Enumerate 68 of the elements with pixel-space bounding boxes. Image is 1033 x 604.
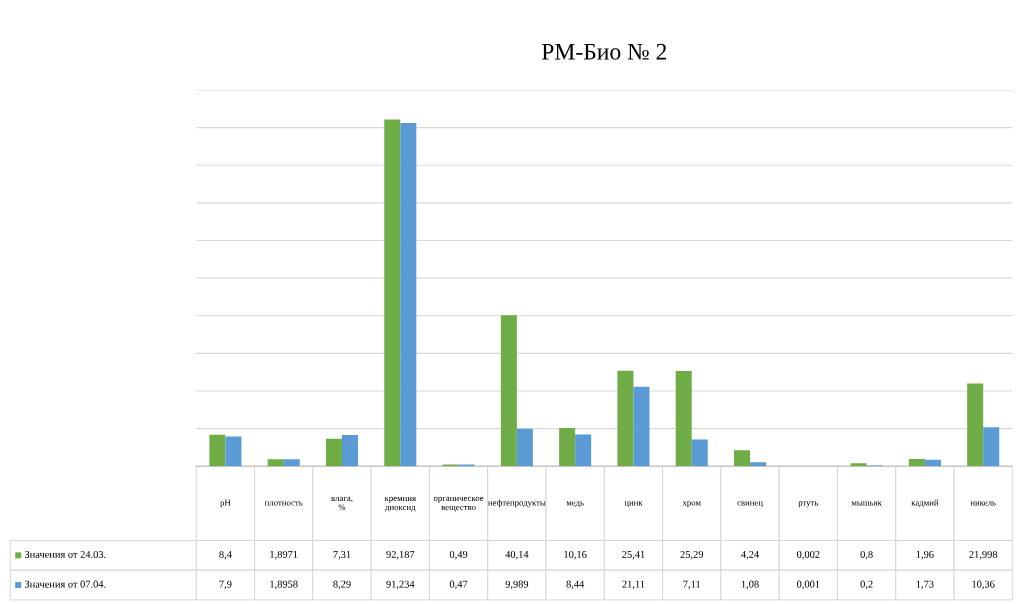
legend-label: Значения от 24.03. [24, 550, 106, 558]
bar [617, 370, 634, 467]
data-label: 4,24 [741, 550, 759, 560]
bar [325, 438, 342, 467]
x-tick-label: влага, % [331, 496, 353, 511]
data-label: 1,8958 [270, 580, 298, 590]
data-label: 0,49 [449, 550, 468, 560]
x-tick-label: кремния диоксид [384, 496, 416, 512]
x-tick-label: мышьяк [851, 501, 882, 506]
x-tick-label: хром [682, 501, 701, 508]
data-label: 8,44 [566, 580, 585, 590]
x-tick-label: свинец [737, 501, 763, 508]
x-tick-label: рН [220, 499, 231, 508]
x-tick-label: нефтепродукты [488, 499, 546, 508]
bar [384, 119, 401, 467]
data-label: 8,4 [219, 550, 232, 560]
bar [575, 434, 592, 467]
bar [267, 459, 284, 467]
data-label: 0,002 [797, 550, 820, 560]
data-label: 92,187 [386, 550, 415, 560]
x-tick-label: органическое вещество [433, 496, 484, 512]
data-label: 25,41 [622, 550, 645, 560]
bar [559, 428, 576, 467]
data-label: 1,08 [741, 580, 759, 590]
bar [967, 383, 984, 467]
bar [225, 436, 242, 467]
data-label: 7,9 [219, 580, 232, 590]
bar [750, 462, 767, 467]
data-label: 7,11 [683, 580, 701, 590]
bar [983, 427, 1000, 467]
data-label: 21,998 [969, 550, 998, 560]
bar [850, 463, 867, 467]
data-label: 91,234 [386, 580, 415, 590]
bar [209, 434, 226, 467]
bar [691, 439, 708, 467]
legend-label: Значения от 07.04. [24, 580, 106, 588]
bar [500, 315, 517, 467]
x-tick-label: медь [566, 501, 584, 508]
chart-title: РМ-Био № 2 [541, 43, 667, 60]
data-label: 0,47 [449, 580, 468, 590]
bar [908, 458, 925, 467]
data-label: 10,16 [564, 550, 587, 560]
data-label: 1,73 [916, 580, 934, 590]
data-label: 7,31 [333, 550, 351, 560]
x-tick-label: плотность [264, 501, 303, 506]
bar [516, 428, 533, 467]
data-label: 8,29 [333, 580, 351, 590]
data-label: 21,11 [622, 580, 645, 590]
bar [675, 371, 692, 467]
data-label: 1,96 [916, 550, 934, 560]
bar [924, 459, 941, 467]
x-tick-label: цинк [624, 501, 643, 508]
bar [734, 450, 751, 467]
data-label: 25,29 [680, 550, 704, 560]
x-tick-label: кадмий [911, 499, 939, 508]
data-label: 40,14 [505, 550, 529, 560]
data-label: 0,8 [860, 550, 873, 560]
bar [342, 435, 359, 467]
data-label: 1,8971 [270, 550, 298, 560]
bar [283, 459, 300, 467]
data-label: 10,36 [972, 580, 995, 590]
data-label: 0,001 [797, 580, 820, 590]
data-label: 9,989 [505, 580, 529, 590]
data-label: 0,2 [860, 580, 873, 590]
x-tick-label: ртуть [798, 501, 819, 508]
bar [400, 122, 417, 467]
bar [633, 386, 650, 467]
x-tick-label: никель [970, 501, 996, 506]
